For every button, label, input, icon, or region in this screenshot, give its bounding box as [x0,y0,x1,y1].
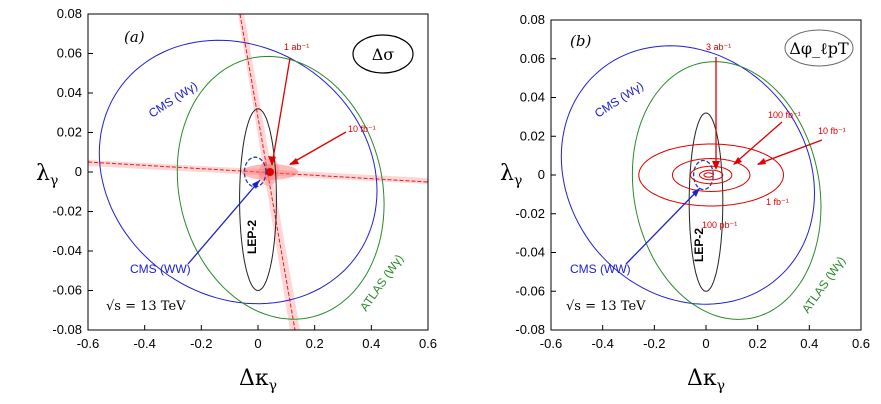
cms-wgamma-label: CMS (Wγ) [146,79,200,121]
x-tick-label: -0.4 [133,336,155,351]
lumi-100fb-label: 100 fb⁻¹ [768,110,801,120]
y-tick-label: -0.02 [52,204,82,219]
x-tick-label: 0.2 [749,336,767,351]
contour-atlas-w [176,55,385,320]
panel-b: -0.6 -0.4 -0.2 0 0.2 0.4 0.6 0.08 0.06 0.04 0.02 0 -… [500,12,870,394]
contour-3-ab [703,172,714,178]
lumi-1fb-label: 1 fb⁻¹ [766,197,789,207]
y-tick-label: -0.06 [515,283,545,298]
x-tick-label: 0.6 [419,336,437,351]
observable-label: Δσ [372,45,395,64]
contour-cms-w [560,45,816,305]
contour-cms-ww [243,156,267,188]
y-tick-label: 0 [538,167,545,182]
panel-label: (b) [570,32,591,50]
observable-box [784,29,854,67]
x-tick-label: 0.4 [362,336,380,351]
contour-cms-ww [692,159,714,191]
x-tick-label: 0 [702,336,709,351]
observable-label: Δφ_ℓpT [789,39,849,58]
y-tick-label: -0.04 [52,243,82,258]
x-tick-label: -0.2 [643,336,665,351]
y-tick-label: 0.02 [57,125,82,140]
contour-10-fb [671,157,751,193]
y-tick-label: -0.02 [515,206,545,221]
lumi-1ab-label: 1 ab⁻¹ [284,42,309,52]
x-tick-label: 0.4 [800,336,818,351]
x-axis-label: Δκγ [239,366,277,394]
lumi-3ab-label: 3 ab⁻¹ [706,42,731,52]
y-axis-label: λγ [36,161,58,189]
observable-box [352,34,414,74]
contour-lep-2 [239,108,277,292]
lumi-10fb-label: 10 fb⁻¹ [818,126,846,136]
contour-atlas-w [631,61,822,320]
cms-ww-arrow [625,187,701,265]
y-tick-label: 0 [75,164,82,179]
y-tick-label: -0.04 [515,245,545,260]
x-tick-label: 0.6 [852,336,870,351]
contour-1-fb [690,165,733,185]
y-tick-label: 0.06 [520,51,545,66]
lumi-100fb-arrow [733,121,783,165]
y-tick-label: -0.08 [52,322,82,337]
cms-wgamma-label: CMS (Wγ) [592,79,646,121]
atlas-wgamma-label: ATLAS (Wγ) [357,252,406,314]
x-tick-label: 0.2 [306,336,324,351]
panel-a: -0.6 -0.4 -0.2 0 0.2 0.4 0.6 0.08 0.06 0.04 0.02 0 -… [36,6,437,394]
x-tick-label: -0.2 [190,336,212,351]
contour-100-pb [638,143,785,207]
cms-ww-label: CMS (WW) [130,262,191,276]
panel-label: (a) [124,28,145,46]
x-tick-label: -0.6 [540,336,562,351]
y-axis-label: λγ [500,161,522,189]
sensitivity-cross-band [87,13,429,331]
cms-ww-arrow [187,179,261,265]
x-tick-label: -0.6 [77,336,99,351]
energy-label: √s = 13 TeV [566,299,646,314]
atlas-wgamma-label: ATLAS (Wγ) [799,254,848,316]
y-tick-label: 0.04 [57,85,82,100]
contour-lep-2 [688,112,724,292]
contour-cms-w [98,39,378,305]
lumi-10fb-arrow [289,131,347,165]
x-tick-label: 0 [254,336,261,351]
plot-frame [550,19,862,331]
lumi-100pb-label: 100 pb⁻¹ [702,220,737,230]
x-tick-label: -0.4 [591,336,613,351]
lumi-10fb-arrow [757,139,823,165]
y-tick-label: 0.04 [520,90,545,105]
lep2-label: LEP-2 [245,220,259,254]
lumi-1ab-arrow [271,57,291,166]
y-tick-label: -0.06 [52,283,82,298]
contour-100-fb [698,169,724,181]
y-tick-label: 0.08 [57,6,82,21]
y-tick-label: 0.02 [520,128,545,143]
y-tick-label: 0.06 [57,46,82,61]
y-tick-label: -0.08 [515,322,545,337]
lumi-10fb-label: 10 fb⁻¹ [348,124,376,134]
cms-ww-label: CMS (WW) [570,262,631,276]
lep2-label: LEP-2 [692,228,706,262]
x-axis-label: Δκγ [687,366,725,394]
y-tick-label: 0.08 [520,12,545,27]
energy-label: √s = 13 TeV [106,299,186,314]
